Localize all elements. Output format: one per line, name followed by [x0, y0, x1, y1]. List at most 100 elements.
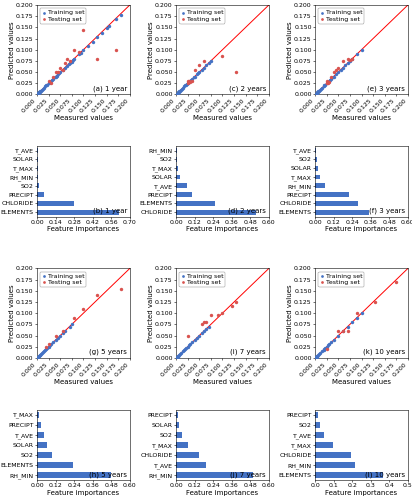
Training set [47, 78, 53, 86]
Training set [191, 72, 198, 80]
Training set [313, 90, 319, 98]
Testing set [339, 57, 346, 65]
Testing set [185, 77, 191, 85]
Training set [344, 59, 351, 67]
Training set [185, 79, 192, 87]
Training set [48, 340, 54, 348]
Training set [36, 88, 43, 96]
Bar [176, 452, 199, 458]
Testing set [330, 68, 337, 76]
Training set [335, 332, 342, 340]
Training set [34, 90, 41, 98]
Text: (b) 1 year: (b) 1 year [93, 208, 127, 214]
Training set [194, 334, 200, 342]
Training set [326, 340, 332, 348]
Training set [98, 28, 105, 36]
Training set [175, 352, 182, 360]
Training set [313, 352, 320, 360]
Testing set [198, 320, 205, 328]
Testing set [191, 66, 198, 74]
Training set [174, 90, 180, 98]
Training set [203, 62, 210, 70]
Bar [315, 157, 317, 162]
Testing set [325, 79, 331, 87]
Training set [70, 56, 77, 64]
Testing set [344, 327, 351, 335]
Legend: Training set, Testing set: Training set, Testing set [318, 8, 364, 24]
Bar [37, 472, 111, 478]
Training set [62, 64, 68, 72]
Training set [173, 90, 180, 98]
Y-axis label: Predicted values: Predicted values [147, 284, 154, 342]
X-axis label: Feature importances: Feature importances [186, 490, 259, 496]
Training set [344, 322, 351, 330]
Testing set [112, 46, 119, 54]
Bar [176, 422, 179, 428]
Testing set [219, 52, 226, 60]
Testing set [80, 26, 87, 34]
Testing set [189, 77, 196, 85]
Testing set [323, 77, 330, 85]
Bar [315, 472, 383, 478]
X-axis label: Feature importances: Feature importances [186, 226, 259, 232]
Training set [64, 62, 70, 70]
Testing set [201, 318, 207, 326]
Training set [178, 350, 184, 358]
Training set [358, 309, 365, 317]
Training set [37, 350, 44, 358]
Bar [37, 201, 74, 206]
Training set [321, 82, 328, 90]
Training set [71, 54, 77, 62]
Testing set [52, 332, 59, 340]
Training set [328, 75, 335, 83]
Training set [185, 342, 191, 350]
Training set [45, 342, 52, 350]
Bar [315, 148, 316, 153]
Bar [37, 452, 52, 458]
Training set [183, 344, 190, 352]
Y-axis label: Predicted values: Predicted values [287, 21, 293, 78]
Bar [176, 412, 178, 418]
Testing set [57, 64, 63, 72]
Training set [312, 354, 319, 362]
Training set [313, 89, 320, 97]
Text: (a) 1 year: (a) 1 year [93, 85, 127, 91]
Training set [85, 42, 91, 50]
Testing set [346, 56, 353, 64]
Testing set [94, 54, 101, 62]
Training set [187, 76, 194, 84]
Training set [42, 346, 49, 354]
Training set [89, 38, 96, 46]
Training set [349, 54, 356, 62]
Bar [176, 432, 182, 438]
Bar [176, 166, 178, 170]
Training set [315, 88, 322, 96]
Training set [191, 336, 198, 344]
Training set [59, 330, 66, 338]
Training set [326, 77, 332, 85]
Training set [59, 66, 66, 74]
Testing set [349, 54, 356, 62]
Bar [176, 174, 180, 180]
Text: (c) 2 years: (c) 2 years [229, 85, 266, 91]
Testing set [71, 314, 77, 322]
Training set [198, 66, 205, 74]
Training set [176, 88, 183, 96]
X-axis label: Measured values: Measured values [332, 378, 391, 384]
Training set [176, 88, 182, 96]
Training set [182, 82, 189, 90]
Testing set [393, 278, 400, 286]
Bar [315, 192, 349, 197]
Training set [339, 64, 346, 72]
Text: (i) 7 years: (i) 7 years [230, 348, 266, 355]
Training set [333, 70, 339, 78]
Training set [321, 345, 328, 353]
Testing set [208, 312, 214, 320]
Testing set [186, 77, 192, 85]
Testing set [52, 68, 59, 76]
Training set [35, 88, 42, 96]
Training set [39, 348, 46, 356]
Training set [62, 327, 68, 335]
Testing set [333, 66, 339, 74]
Training set [196, 332, 203, 340]
